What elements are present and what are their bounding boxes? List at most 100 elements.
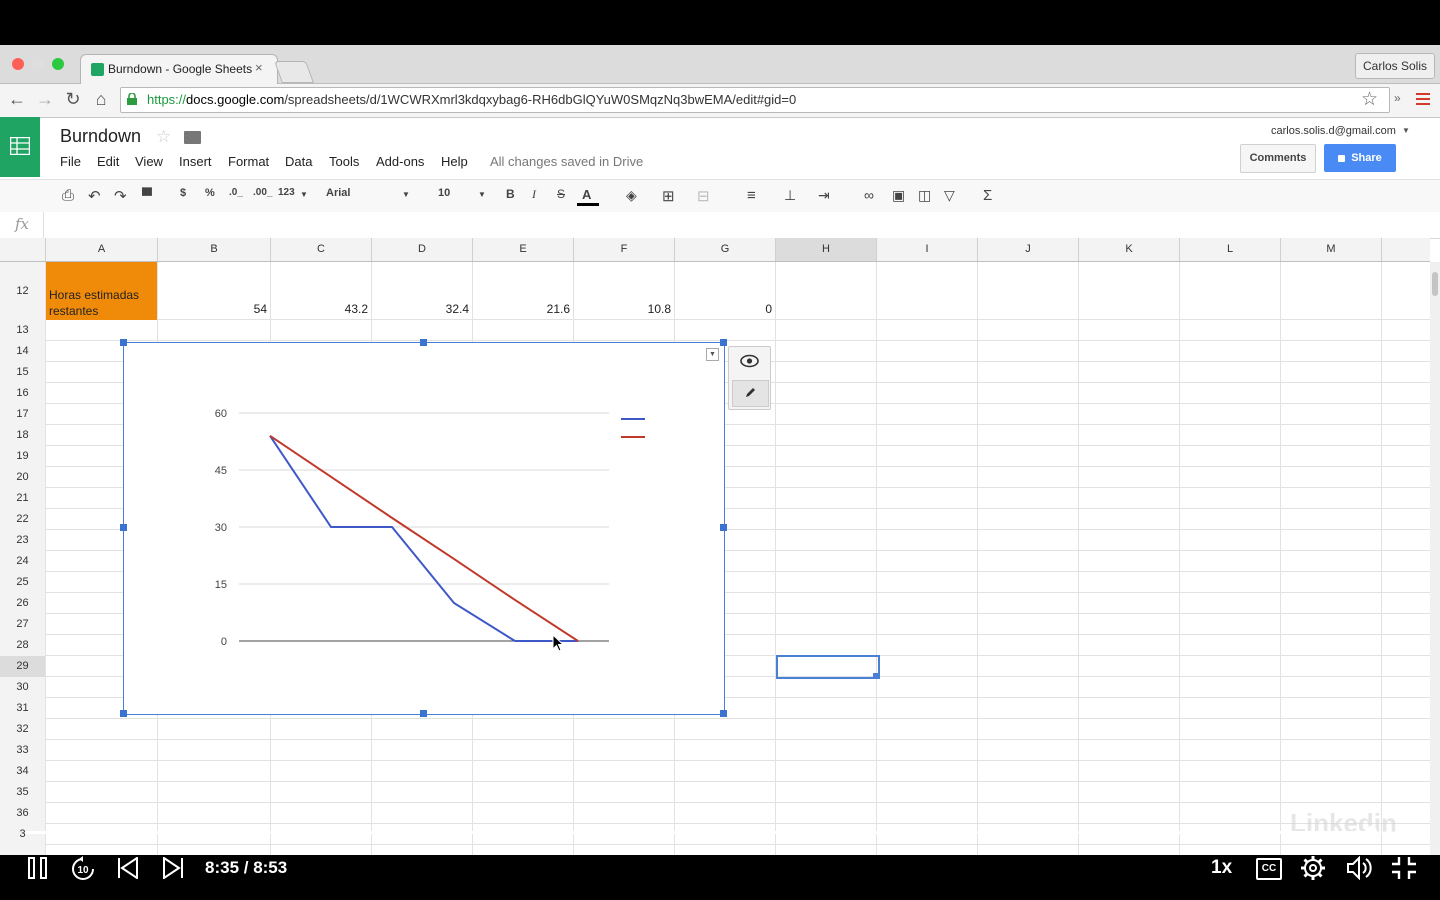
row-header-14[interactable]: 14	[16, 345, 29, 357]
bold-button[interactable]: B	[506, 187, 515, 201]
eye-icon[interactable]	[740, 354, 759, 368]
select-all-corner[interactable]	[0, 238, 46, 261]
text-color-button[interactable]: A	[582, 187, 592, 202]
account-email[interactable]: carlos.solis.d@gmail.com	[1271, 125, 1396, 137]
column-header-d[interactable]: D	[372, 238, 473, 261]
row-header-34[interactable]: 34	[16, 765, 29, 777]
row-header-36[interactable]: 36	[16, 807, 29, 819]
column-header-k[interactable]: K	[1079, 238, 1180, 261]
row-header-35[interactable]: 35	[16, 786, 29, 798]
cell-c12[interactable]: 43.2	[344, 302, 368, 316]
row-header-20[interactable]: 20	[16, 471, 29, 483]
video-progress-knob[interactable]	[1364, 826, 1377, 838]
new-tab-button[interactable]	[273, 61, 315, 83]
column-header-c[interactable]: C	[271, 238, 372, 261]
cell-f12[interactable]: 10.8	[647, 302, 671, 316]
print-icon[interactable]: ⎙	[62, 187, 75, 204]
sheets-logo-icon[interactable]	[0, 117, 40, 177]
minimize-window-button[interactable]	[32, 58, 44, 70]
resize-handle-bl[interactable]	[120, 710, 127, 717]
functions-icon[interactable]: Σ	[983, 187, 993, 204]
bookmark-star-icon[interactable]: ☆	[1361, 89, 1379, 110]
row-header-33[interactable]: 33	[16, 744, 29, 756]
row-header-19[interactable]: 19	[16, 450, 29, 462]
profile-button[interactable]: Carlos Solis	[1355, 53, 1435, 79]
merge-cells-icon[interactable]: ⊟	[697, 188, 710, 205]
column-header-m[interactable]: M	[1281, 238, 1382, 261]
row-header-31[interactable]: 31	[16, 702, 29, 714]
menu-edit[interactable]: Edit	[97, 154, 120, 169]
resize-handle-t[interactable]	[420, 339, 427, 346]
resize-handle-tl[interactable]	[120, 339, 127, 346]
decrease-decimal-button[interactable]: .0_	[229, 187, 243, 198]
row-header-32[interactable]: 32	[16, 723, 29, 735]
menu-format[interactable]: Format	[228, 154, 270, 169]
vertical-scrollbar[interactable]	[1430, 262, 1440, 855]
scrollbar-thumb[interactable]	[1432, 272, 1438, 296]
italic-button[interactable]: I	[532, 187, 536, 201]
row-header-21[interactable]: 21	[16, 492, 29, 504]
settings-gear-icon[interactable]	[1300, 855, 1326, 881]
chart-menu-icon[interactable]: ▼	[706, 348, 719, 361]
font-size-select[interactable]: 10	[438, 187, 451, 199]
document-title[interactable]: Burndown	[60, 126, 142, 146]
text-wrap-icon[interactable]: ⇥	[818, 187, 830, 203]
browser-tab[interactable]: Burndown - Google Sheets ×	[80, 54, 278, 84]
next-icon[interactable]	[162, 857, 184, 879]
previous-icon[interactable]	[117, 857, 139, 879]
column-header-a[interactable]: A	[46, 238, 158, 261]
row-header-26[interactable]: 26	[16, 597, 29, 609]
folder-icon[interactable]	[184, 131, 201, 144]
insert-chart-icon[interactable]: ◫	[918, 187, 932, 203]
captions-button[interactable]: CC	[1256, 858, 1282, 880]
column-header-g[interactable]: G	[675, 238, 776, 261]
rewind-10-icon[interactable]: 10	[70, 856, 96, 882]
resize-handle-br[interactable]	[720, 710, 727, 717]
reload-icon[interactable]: ↻	[65, 89, 81, 109]
volume-icon[interactable]	[1346, 856, 1374, 880]
exit-fullscreen-icon[interactable]	[1390, 856, 1418, 880]
star-icon[interactable]: ☆	[156, 127, 172, 146]
column-header-f[interactable]: F	[574, 238, 675, 261]
row-header-16[interactable]: 16	[16, 387, 29, 399]
align-left-icon[interactable]: ≡	[747, 187, 756, 204]
row-header-22[interactable]: 22	[16, 513, 29, 525]
formula-bar[interactable]: fx	[0, 212, 1440, 239]
cell-g12[interactable]: 0	[765, 302, 772, 316]
tab-close-icon[interactable]: ×	[255, 60, 263, 75]
selected-cell-h29[interactable]	[776, 655, 880, 679]
cell-b12[interactable]: 54	[253, 302, 267, 316]
forward-arrow-icon[interactable]: →	[36, 89, 54, 109]
fill-color-icon[interactable]: ◈	[626, 187, 637, 203]
increase-decimal-button[interactable]: .00_	[253, 187, 273, 198]
home-icon[interactable]: ⌂	[95, 89, 107, 109]
cell-e12[interactable]: 21.6	[546, 302, 570, 316]
filter-icon[interactable]: ▽	[944, 187, 955, 203]
menu-data[interactable]: Data	[285, 154, 313, 169]
undo-icon[interactable]: ↶	[88, 188, 101, 205]
paint-format-icon[interactable]: ▀	[142, 187, 152, 203]
row-header-27[interactable]: 27	[16, 618, 29, 630]
link-icon[interactable]: ∞	[864, 187, 874, 203]
row-header-30[interactable]: 30	[16, 681, 29, 693]
column-header-h[interactable]: H	[776, 238, 877, 261]
redo-icon[interactable]: ↷	[114, 188, 127, 205]
strikethrough-button[interactable]: S	[557, 187, 566, 201]
menu-icon[interactable]	[1416, 92, 1430, 106]
row-header-17[interactable]: 17	[16, 408, 29, 420]
close-window-button[interactable]	[12, 58, 24, 70]
video-progress-bar[interactable]	[25, 826, 1415, 838]
menu-insert[interactable]: Insert	[179, 154, 212, 169]
row-header-24[interactable]: 24	[16, 555, 29, 567]
column-header-j[interactable]: J	[978, 238, 1079, 261]
row-header-12[interactable]: 12	[16, 285, 29, 297]
row-header-15[interactable]: 15	[16, 366, 29, 378]
fill-handle[interactable]	[873, 673, 879, 679]
comment-icon[interactable]: ▣	[892, 187, 906, 203]
back-arrow-icon[interactable]: ←	[8, 89, 26, 109]
playback-speed-button[interactable]: 1x	[1211, 857, 1233, 878]
menu-tools[interactable]: Tools	[329, 154, 360, 169]
menu-view[interactable]: View	[135, 154, 163, 169]
cell-a12[interactable]: Horas estimadas restantes	[46, 262, 157, 320]
row-header-23[interactable]: 23	[16, 534, 29, 546]
